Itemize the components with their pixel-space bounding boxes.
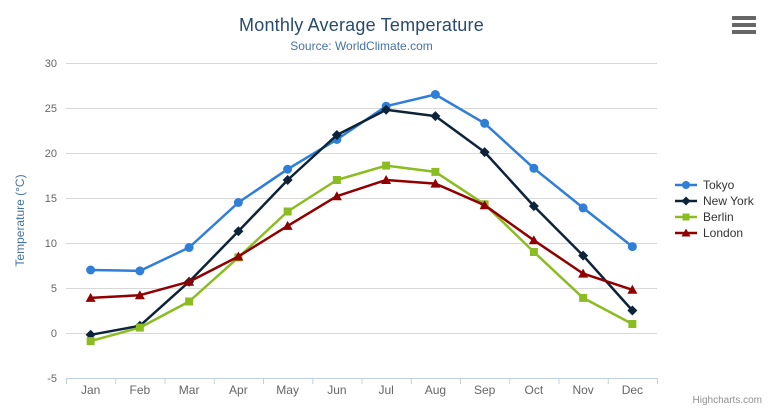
data-point-tokyo-sep[interactable] [480,118,490,128]
legend-label: Tokyo [703,178,735,192]
data-point-london-jan[interactable] [85,292,96,302]
data-point-berlin-jan[interactable] [86,337,95,346]
data-point-berlin-aug[interactable] [431,167,440,176]
data-point-london-jun[interactable] [331,191,342,201]
legend-symbol [682,181,690,189]
data-point-tokyo-jan[interactable] [86,265,96,275]
data-point-berlin-nov[interactable] [579,293,588,302]
series-line-tokyo[interactable] [89,93,634,273]
legend-marker-diamond-icon [675,196,697,206]
data-point-london-feb[interactable] [134,290,145,300]
y-axis-label: 0 [51,328,57,340]
legend-label: Berlin [703,210,734,224]
data-point-new-york-jun[interactable] [331,130,342,140]
data-point-tokyo-aug[interactable] [430,90,440,99]
legend-item-berlin[interactable]: Berlin [674,209,754,225]
x-axis-label: Oct [525,383,544,397]
data-point-berlin-feb[interactable] [135,323,144,332]
series-line-berlin[interactable] [89,164,634,343]
legend-label: New York [703,194,754,208]
legend-marker-circle-icon [675,181,697,189]
data-point-new-york-apr[interactable] [233,226,244,237]
data-point-berlin-jul[interactable] [382,161,391,170]
data-point-new-york-jul[interactable] [381,104,392,115]
data-point-tokyo-apr[interactable] [233,198,243,207]
data-point-berlin-dec[interactable] [628,320,637,328]
x-axis-label: Jul [378,383,393,397]
series-new-york [85,104,638,340]
legend-marker-triangle-icon [675,228,697,237]
series-tokyo [86,90,637,276]
legend-symbol [681,196,691,206]
data-point-tokyo-nov[interactable] [578,203,588,213]
x-axis-label: Dec [622,383,643,397]
data-point-tokyo-dec[interactable] [627,242,637,252]
data-point-london-apr[interactable] [233,251,244,261]
hamburger-menu-icon [730,16,758,34]
series-line-new-york[interactable] [89,108,634,337]
data-point-tokyo-oct[interactable] [529,163,539,173]
data-point-london-nov[interactable] [578,268,589,278]
data-point-london-dec[interactable] [627,284,638,294]
data-point-berlin-may[interactable] [283,207,292,216]
y-axis-label: 25 [45,103,57,115]
data-point-new-york-oct[interactable] [528,201,539,212]
legend-item-new-york[interactable]: New York [674,193,754,209]
credits-link[interactable]: Highcharts.com [692,395,762,406]
legend-item-london[interactable]: London [674,225,754,241]
x-axis-label: Sep [474,383,496,397]
data-point-tokyo-mar[interactable] [184,243,194,252]
data-point-new-york-dec[interactable] [627,305,638,316]
data-point-berlin-jun[interactable] [332,176,341,184]
x-axis-label: Aug [425,383,446,397]
x-axis-label: May [276,383,299,397]
chart-title: Monthly Average Temperature [239,15,484,35]
series-line-london[interactable] [89,178,634,300]
y-axis-label: 15 [45,193,57,205]
y-axis-title: Temperature (°C) [13,174,27,266]
legend-label: London [703,226,744,240]
x-axis-label: Nov [572,383,593,397]
legend-symbol [681,228,691,237]
data-point-tokyo-may[interactable] [283,164,293,174]
chart-subtitle: Source: WorldClimate.com [290,39,433,53]
data-point-new-york-may[interactable] [282,175,293,185]
data-point-london-may[interactable] [282,220,293,230]
data-point-tokyo-feb[interactable] [135,266,145,276]
chart-context-menu-button[interactable] [730,13,758,37]
x-axis-label: Jun [327,383,346,397]
y-axis-label: 20 [45,148,57,160]
data-point-new-york-nov[interactable] [578,250,589,261]
data-point-london-jul[interactable] [381,175,392,184]
x-axis-label: Mar [179,383,200,397]
data-point-new-york-sep[interactable] [479,147,490,158]
data-point-london-aug[interactable] [430,178,441,188]
x-axis-label: Feb [130,383,151,397]
data-point-london-oct[interactable] [528,235,539,245]
y-axis-label: 5 [51,283,57,295]
data-point-new-york-aug[interactable] [430,111,441,122]
x-axis-label: Jan [81,383,100,397]
data-point-berlin-oct[interactable] [529,248,538,256]
series-london [85,175,638,302]
legend-marker-square-icon [675,213,697,221]
chart-legend: Tokyo New York Berlin London [674,177,754,241]
data-point-berlin-mar[interactable] [185,297,194,306]
y-axis-label: 30 [45,58,57,70]
y-axis-label: 10 [45,238,57,250]
y-axis-label: -5 [47,373,57,385]
data-point-london-sep[interactable] [479,200,490,210]
legend-symbol [682,213,690,221]
x-axis-label: Apr [229,383,248,397]
data-point-london-mar[interactable] [184,276,195,286]
legend-item-tokyo[interactable]: Tokyo [674,177,754,193]
